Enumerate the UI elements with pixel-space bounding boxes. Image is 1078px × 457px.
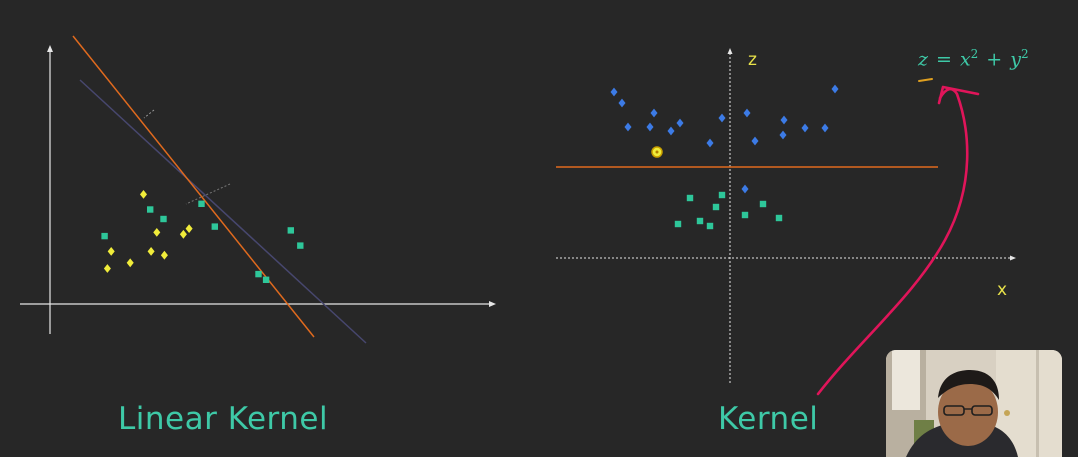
kernel-formula: z = x2 + y2 [918, 47, 1029, 70]
left-yellow-points [103, 190, 193, 273]
blue-class-point [706, 138, 714, 148]
green-class-point [706, 222, 714, 230]
blue-class-point [780, 115, 788, 125]
green-class-point [741, 211, 749, 219]
yellow-class-point [103, 264, 111, 273]
blue-class-point [718, 113, 726, 123]
blue-class-point [650, 108, 658, 118]
green-class-point [262, 276, 270, 283]
formula-underline-mark [918, 78, 933, 82]
blue-class-point [610, 87, 618, 97]
margin-dashed-line [143, 109, 155, 119]
blue-class-point [751, 136, 759, 146]
yellow-class-point [179, 229, 187, 239]
green-class-point [287, 227, 294, 234]
green-class-point [712, 203, 720, 211]
green-class-point [198, 200, 205, 207]
yellow-class-point [107, 247, 115, 256]
green-class-point [696, 217, 704, 225]
green-class-point [147, 206, 154, 213]
formula-term-x: x [959, 48, 971, 71]
green-class-point [718, 191, 726, 199]
blue-class-point [743, 108, 751, 118]
yellow-class-point [153, 228, 161, 237]
left-y-axis-arrowhead [47, 45, 53, 52]
blue-class-point [821, 123, 829, 133]
formula-equals: = [936, 48, 952, 71]
blue-class-point [667, 126, 675, 136]
formula-exp-x: 2 [970, 47, 979, 61]
hyperplane-orange-line [72, 35, 315, 338]
formula-lhs: z [918, 48, 929, 71]
blue-class-point [831, 84, 839, 94]
right-x-axis-arrowhead [1010, 255, 1016, 261]
green-class-point [101, 232, 108, 240]
right-z-axis-arrowhead [727, 48, 733, 54]
highlight-point-center [655, 150, 659, 154]
blue-class-point [624, 122, 632, 132]
kernel-caption: Kernel [718, 401, 819, 437]
formula-plus: + [986, 48, 1003, 71]
blue-class-point [676, 118, 684, 128]
yellow-class-point [160, 250, 168, 260]
left-green-points [101, 200, 304, 283]
x-axis-label: x [997, 280, 1008, 300]
presenter-video-frame [886, 350, 1062, 457]
blue-class-point [741, 184, 749, 194]
yellow-class-point [126, 258, 134, 268]
yellow-class-point [185, 224, 193, 233]
yellow-class-point [147, 247, 155, 256]
z-axis-label: z [748, 50, 757, 70]
annotation-arrowhead [937, 85, 980, 105]
green-class-point [211, 223, 218, 230]
yellow-class-point [139, 190, 148, 199]
green-class-point [160, 215, 167, 223]
annotation-curve [816, 87, 969, 396]
formula-term-y: y [1010, 48, 1021, 71]
right-plot [556, 48, 1016, 383]
green-class-point [297, 242, 304, 249]
blue-class-point [779, 130, 787, 140]
green-class-point [255, 270, 262, 278]
right-green-points [674, 191, 783, 230]
presenter-webcam [886, 350, 1062, 457]
formula-exp-y: 2 [1020, 47, 1029, 61]
left-plot [20, 35, 496, 344]
green-class-point [775, 214, 783, 222]
blue-class-point [801, 123, 809, 133]
blue-class-point [618, 98, 626, 108]
left-x-axis-arrowhead [489, 301, 496, 307]
margin-dashed-line [185, 183, 231, 205]
green-class-point [686, 194, 694, 202]
blue-class-point [646, 122, 654, 132]
annotation-arrow [816, 78, 980, 396]
green-class-point [674, 220, 682, 228]
hyperplane-purple-line [79, 79, 367, 344]
green-class-point [759, 200, 767, 208]
linear-kernel-caption: Linear Kernel [118, 401, 329, 437]
right-blue-points [610, 84, 839, 194]
